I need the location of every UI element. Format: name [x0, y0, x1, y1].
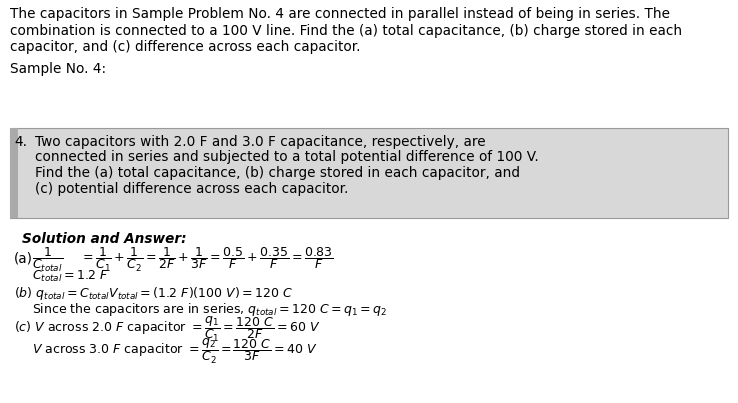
FancyBboxPatch shape	[10, 128, 18, 218]
Text: $\dfrac{1}{C_{total}}$: $\dfrac{1}{C_{total}}$	[32, 246, 63, 274]
Text: capacitor, and (c) difference across each capacitor.: capacitor, and (c) difference across eac…	[10, 40, 360, 54]
Text: (c) potential difference across each capacitor.: (c) potential difference across each cap…	[35, 181, 348, 195]
Text: Since the capacitors are in series, $q_{total} = 120\ C = q_1 = q_2$: Since the capacitors are in series, $q_{…	[32, 301, 387, 318]
Text: 4.: 4.	[14, 135, 27, 149]
Text: connected in series and subjected to a total potential difference of 100 V.: connected in series and subjected to a t…	[35, 150, 539, 164]
Text: Find the (a) total capacitance, (b) charge stored in each capacitor, and: Find the (a) total capacitance, (b) char…	[35, 166, 520, 180]
FancyBboxPatch shape	[10, 128, 728, 218]
Text: Sample No. 4:: Sample No. 4:	[10, 62, 106, 77]
Text: (a): (a)	[14, 252, 33, 266]
Text: $V$ across $3.0\ F$ capacitor $= \dfrac{q_2}{C_2} = \dfrac{120\ C}{3F} = 40\ V$: $V$ across $3.0\ F$ capacitor $= \dfrac{…	[32, 337, 318, 366]
Text: Solution and Answer:: Solution and Answer:	[22, 232, 187, 246]
Text: Two capacitors with 2.0 F and 3.0 F capacitance, respectively, are: Two capacitors with 2.0 F and 3.0 F capa…	[35, 135, 486, 149]
Text: $(c)\ V$ across $2.0\ F$ capacitor $= \dfrac{q_1}{C_1} = \dfrac{120\ C}{2F} = 60: $(c)\ V$ across $2.0\ F$ capacitor $= \d…	[14, 314, 320, 343]
Text: $C_{total} = 1.2\ F$: $C_{total} = 1.2\ F$	[32, 268, 109, 284]
Text: The capacitors in Sample Problem No. 4 are connected in parallel instead of bein: The capacitors in Sample Problem No. 4 a…	[10, 7, 670, 21]
Text: $(b)\ q_{total} = C_{total}V_{total} = (1.2\ F)(100\ V) = 120\ C$: $(b)\ q_{total} = C_{total}V_{total} = (…	[14, 285, 293, 303]
Text: combination is connected to a 100 V line. Find the (a) total capacitance, (b) ch: combination is connected to a 100 V line…	[10, 23, 682, 37]
Text: $= \dfrac{1}{C_1} + \dfrac{1}{C_2} = \dfrac{1}{2F} + \dfrac{1}{3F} = \dfrac{0.5}: $= \dfrac{1}{C_1} + \dfrac{1}{C_2} = \df…	[80, 246, 334, 274]
